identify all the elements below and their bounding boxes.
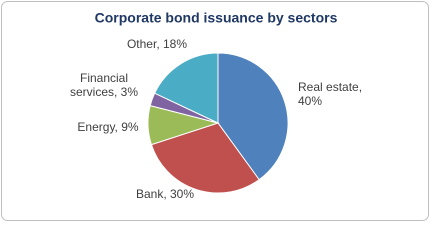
data-label: Financial services, 3% — [70, 71, 138, 99]
data-label: Bank, 30% — [136, 187, 194, 201]
data-label-line: services, 3% — [70, 85, 138, 99]
data-label-line: Financial — [80, 71, 128, 85]
page: Corporate bond issuance by sectors Real … — [0, 0, 431, 223]
data-label-line: Real estate, — [298, 80, 362, 94]
data-label: Other, 18% — [127, 37, 187, 51]
data-label-line: 40% — [298, 94, 322, 108]
chart: Corporate bond issuance by sectors Real … — [1, 1, 429, 221]
pie-slice — [153, 52, 219, 124]
chart-title: Corporate bond issuance by sectors — [95, 10, 338, 26]
pie-slice — [150, 122, 260, 194]
data-label-line: Bank, 30% — [136, 187, 194, 201]
pie-slice — [217, 52, 289, 181]
data-label-line: Energy, 9% — [77, 120, 138, 134]
data-label: Real estate, 40% — [298, 80, 362, 108]
data-label-line: Other, 18% — [127, 37, 187, 51]
data-label: Energy, 9% — [77, 120, 138, 134]
